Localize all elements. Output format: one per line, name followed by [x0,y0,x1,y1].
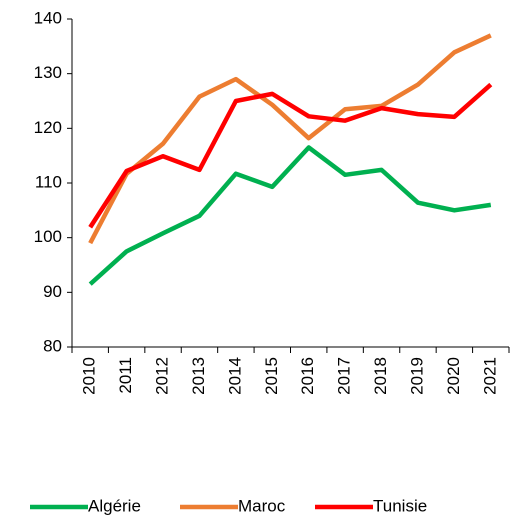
x-tick-label: 2016 [298,357,317,395]
x-tick-label: 2013 [189,357,208,395]
legend-label: Algérie [88,496,141,515]
y-tick-label: 140 [34,8,62,27]
series-line [88,33,492,245]
x-tick-label: 2019 [407,357,426,395]
y-tick-label: 110 [35,172,62,191]
y-tick-label: 100 [34,227,62,246]
x-tick-label: 2018 [371,357,390,395]
x-tick-label: 2011 [116,357,135,394]
x-tick-label: 2020 [444,357,463,395]
x-tick-label: 2017 [335,357,354,395]
x-tick-label: 2021 [480,357,499,395]
series-line [88,82,493,229]
y-tick-label: 120 [34,118,62,137]
series-line [88,145,492,286]
y-tick-label: 130 [34,63,62,82]
x-tick-label: 2014 [225,357,244,395]
x-tick-label: 2012 [153,357,172,395]
legend-label: Maroc [238,496,286,515]
y-tick-label: 90 [43,282,62,301]
x-tick-label: 2015 [262,357,281,395]
x-tick-label: 2010 [80,357,99,395]
legend-label: Tunisie [373,496,427,515]
y-tick-label: 80 [43,336,62,355]
